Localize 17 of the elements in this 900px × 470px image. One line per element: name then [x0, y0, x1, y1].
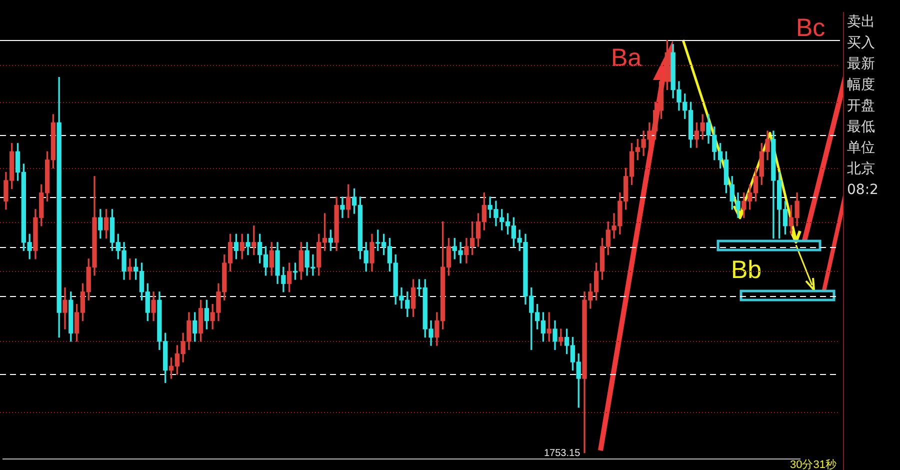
text: 单位 — [846, 139, 876, 158]
text: 30分31秒 — [790, 458, 836, 470]
candlestick — [340, 196, 345, 218]
candlestick — [246, 234, 250, 256]
text: 北京 — [846, 160, 876, 179]
annotation: Bb — [731, 256, 762, 285]
candlestick — [128, 258, 132, 280]
text: 最新 — [846, 55, 876, 74]
annotation: Ba — [611, 44, 642, 73]
annotation: Bc — [796, 14, 826, 43]
text: 开盘 — [846, 97, 876, 116]
annotation: 1753.15 — [544, 448, 580, 459]
text: 买入 — [846, 34, 876, 53]
text: 卖出 — [846, 13, 876, 32]
text: 08:2 — [846, 181, 880, 200]
text: 最低 — [846, 118, 876, 137]
text: 幅度 — [846, 76, 876, 95]
